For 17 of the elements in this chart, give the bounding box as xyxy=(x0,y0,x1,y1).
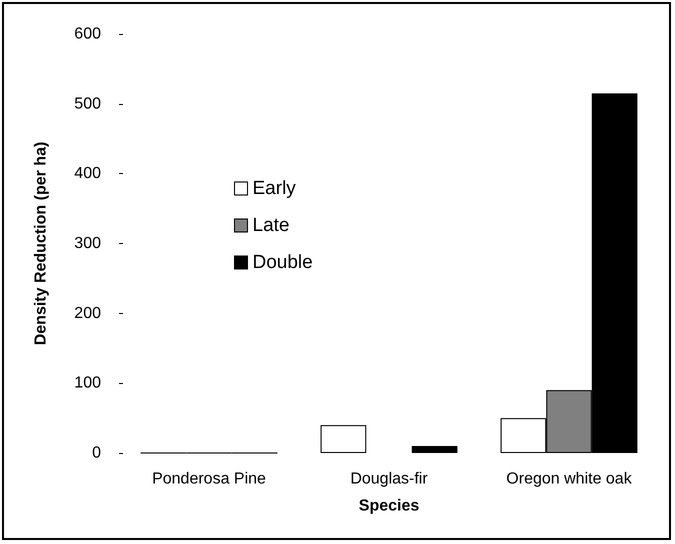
y-tick-label: 200 xyxy=(74,304,102,322)
legend-label: Double xyxy=(252,252,313,273)
legend-label: Late xyxy=(252,215,290,236)
legend-label: Early xyxy=(252,178,296,199)
y-tick-label: 0 xyxy=(92,444,102,462)
x-axis-title: Species xyxy=(358,498,420,514)
x-tick-label: Ponderosa Pine xyxy=(152,470,266,488)
y-tick-label: 100 xyxy=(74,374,102,392)
y-tick-label: 400 xyxy=(74,165,102,182)
y-tick-label: 600 xyxy=(74,26,102,42)
x-tick-label: Oregon white oak xyxy=(506,470,633,488)
y-tick-label: 300 xyxy=(74,235,102,252)
bar xyxy=(412,446,458,453)
y-axis-title: Density Reduction (per ha) xyxy=(32,142,50,346)
x-tick-label: Douglas-fir xyxy=(350,470,428,488)
y-tick-label: 500 xyxy=(74,95,102,112)
bar xyxy=(320,425,366,453)
